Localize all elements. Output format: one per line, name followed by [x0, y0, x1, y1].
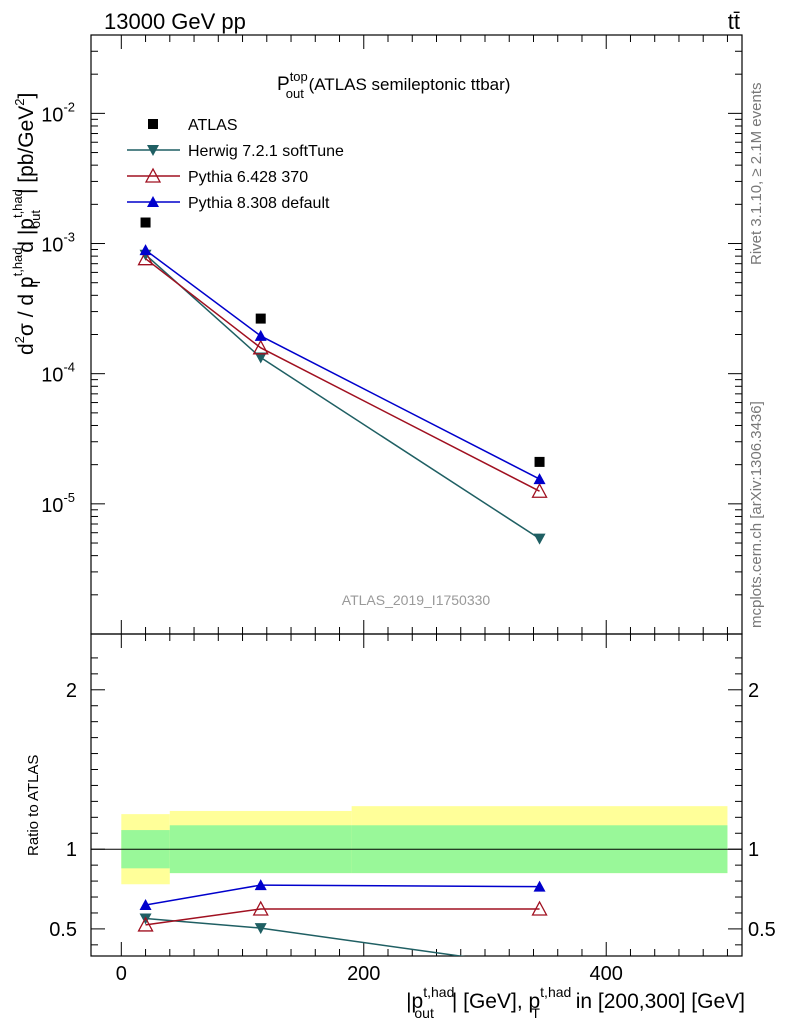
xtick-label: 400 [590, 963, 623, 985]
ratio-point-pythia-6-428-370 [137, 916, 154, 932]
legend-label-herwig-7-2-1-softtune: Herwig 7.2.1 softTune [188, 143, 344, 160]
lower-ytick-label-right: 2 [748, 680, 759, 702]
legend-marker-atlas [148, 119, 158, 129]
lower-ytick-label: 0.5 [49, 919, 77, 941]
point-pythia-6-428-370 [137, 250, 154, 266]
lower-ytick-label-right: 1 [748, 839, 759, 861]
lower-ytick-label-right: 0.5 [748, 919, 776, 941]
legend-marker-pythia-8-308-default [147, 196, 159, 207]
lower-ytick-label: 2 [66, 680, 77, 702]
ratio-point-pythia-6-428-370 [531, 900, 548, 916]
xtick-label: 200 [347, 963, 380, 985]
process-label: tt̄ [728, 9, 740, 34]
ratio-line-pythia-8-308-default [145, 884, 540, 906]
title-sup: top [290, 69, 308, 84]
ratio-ylabel: Ratio to ATLAS [25, 755, 42, 856]
ratio-point-pythia-8-308-default [139, 898, 152, 910]
ratio-point-pythia-8-308-default [254, 879, 267, 891]
collision-label: 13000 GeV pp [104, 9, 246, 34]
lower-ytick-label: 1 [66, 839, 77, 861]
title-rest: (ATLAS semileptonic ttbar) [304, 75, 511, 94]
ratio-point-pythia-6-428-370 [252, 900, 269, 916]
series-lines [137, 217, 548, 956]
point-atlas [140, 217, 151, 228]
legend-marker-herwig-7-2-1-softtune [147, 145, 159, 156]
ratio-group-herwig-7-2-1-softtune [139, 913, 466, 956]
axes: 10-5 10-4 10-3 10-2 0 200 400 0.5 0.5 1 1 2 2 [41, 34, 776, 985]
title-main: P [277, 74, 290, 95]
ratio-line-pythia-6-428-370 [145, 908, 540, 926]
point-herwig-7-2-1-softtune [254, 352, 267, 364]
lower-frame [90, 633, 743, 957]
upper-ytick-label: 10-4 [41, 360, 75, 387]
xtick-label: 0 [116, 963, 127, 985]
upper-ytick-label: 10-2 [41, 99, 75, 126]
series-line-herwig-7-2-1-softtune [145, 254, 540, 540]
rivet-note: Rivet 3.1.10, ≥ 2.1M events [748, 83, 765, 266]
mcplots-note: mcplots.cern.ch [arXiv:1306.3436] [748, 401, 765, 628]
title-sub: out [286, 86, 304, 101]
point-pythia-8-308-default [254, 329, 267, 341]
upper-ytick-label: 10-3 [41, 230, 75, 257]
legend: ATLAS Herwig 7.2.1 softTune Pythia 6.428 3… [127, 117, 344, 212]
ratio-group-pythia-6-428-370 [137, 900, 548, 932]
point-pythia-8-308-default [533, 473, 546, 485]
ratio-point-herwig-7-2-1-softtune [254, 923, 267, 935]
ratio-group-pythia-8-308-default [139, 879, 546, 910]
x-axis-label: |pt,had out | [GeV], pt,had T in [200,300] … [406, 984, 745, 1021]
uncertainty-bands [91, 806, 742, 885]
upper-ylabel: d2σ / d pt,hadT d |pt,hadout| [pb/GeV2] [10, 93, 43, 355]
point-pythia-8-308-default [139, 244, 152, 256]
point-atlas [255, 313, 266, 324]
series-line-pythia-6-428-370 [145, 258, 540, 492]
upper-ytick-label: 10-5 [41, 490, 75, 517]
legend-label-atlas: ATLAS [188, 117, 238, 134]
point-pythia-6-428-370 [252, 339, 269, 355]
series-line-pythia-8-308-default [145, 249, 540, 480]
point-herwig-7-2-1-softtune [533, 533, 546, 545]
legend-marker-pythia-6-428-370 [144, 167, 162, 183]
point-atlas [534, 456, 545, 467]
point-pythia-6-428-370 [531, 482, 548, 498]
ratio-point-pythia-8-308-default [533, 880, 546, 892]
chart-title: Ptop out (ATLAS semileptonic ttbar) [277, 69, 510, 101]
ratio-line-herwig-7-2-1-softtune [145, 917, 466, 956]
analysis-id: ATLAS_2019_I1750330 [342, 592, 491, 608]
legend-label-pythia-6-428-370: Pythia 6.428 370 [188, 169, 308, 186]
legend-label-pythia-8-308-default: Pythia 8.308 default [188, 195, 330, 212]
